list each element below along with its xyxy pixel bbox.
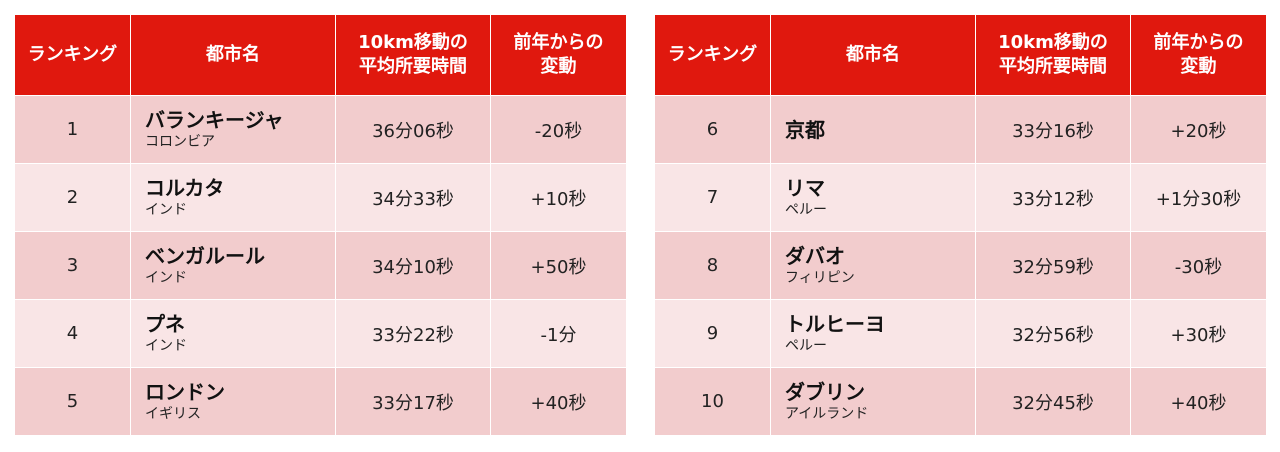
table-row: 10 ダブリン アイルランド 32分45秒 +40秒: [654, 367, 1267, 436]
time-cell: 32分45秒: [975, 367, 1131, 436]
time-cell: 33分17秒: [335, 367, 491, 436]
city-name: トルヒーヨ: [785, 311, 885, 336]
city-name: プネ: [145, 311, 185, 336]
change-cell: +40秒: [490, 367, 627, 436]
table-row: 4 プネ インド 33分22秒 -1分: [14, 299, 627, 368]
header-rank: ランキング: [654, 14, 771, 96]
city-country: コロンビア: [145, 133, 215, 150]
change-cell: -1分: [490, 299, 627, 368]
city-name: 京都: [785, 117, 825, 142]
header-row: ランキング 都市名 10km移動の 平均所要時間 前年からの 変動: [654, 14, 1267, 96]
change-cell: +10秒: [490, 163, 627, 232]
rank-cell: 6: [654, 95, 771, 164]
time-cell: 34分33秒: [335, 163, 491, 232]
time-cell: 33分22秒: [335, 299, 491, 368]
change-cell: +50秒: [490, 231, 627, 300]
city-cell: コルカタ インド: [130, 163, 336, 232]
city-cell: ロンドン イギリス: [130, 367, 336, 436]
city-country: イギリス: [145, 405, 201, 422]
city-cell: プネ インド: [130, 299, 336, 368]
city-country: ペルー: [785, 201, 827, 218]
rank-cell: 10: [654, 367, 771, 436]
city-country: インド: [145, 337, 187, 354]
table-row: 8 ダバオ フィリピン 32分59秒 -30秒: [654, 231, 1267, 300]
city-country: フィリピン: [785, 269, 855, 286]
city-cell: リマ ペルー: [770, 163, 976, 232]
city-name: ロンドン: [145, 379, 225, 404]
time-cell: 33分16秒: [975, 95, 1131, 164]
time-cell: 34分10秒: [335, 231, 491, 300]
header-rank: ランキング: [14, 14, 131, 96]
city-country: ペルー: [785, 337, 827, 354]
city-cell: ダバオ フィリピン: [770, 231, 976, 300]
change-cell: -30秒: [1130, 231, 1267, 300]
change-cell: +30秒: [1130, 299, 1267, 368]
rank-cell: 4: [14, 299, 131, 368]
rank-cell: 1: [14, 95, 131, 164]
city-name: コルカタ: [145, 175, 225, 200]
table-row: 2 コルカタ インド 34分33秒 +10秒: [14, 163, 627, 232]
city-name: バランキージャ: [145, 107, 284, 132]
rank-cell: 2: [14, 163, 131, 232]
city-name: ダバオ: [785, 243, 845, 268]
header-city: 都市名: [770, 14, 976, 96]
change-cell: +1分30秒: [1130, 163, 1267, 232]
header-row: ランキング 都市名 10km移動の 平均所要時間 前年からの 変動: [14, 14, 627, 96]
ranking-table-right: ランキング 都市名 10km移動の 平均所要時間 前年からの 変動 6 京都 33分…: [654, 14, 1267, 436]
rank-cell: 9: [654, 299, 771, 368]
table-row: 1 バランキージャ コロンビア 36分06秒 -20秒: [14, 95, 627, 164]
header-change: 前年からの 変動: [1130, 14, 1267, 96]
city-cell: ダブリン アイルランド: [770, 367, 976, 436]
city-cell: 京都: [770, 95, 976, 164]
change-cell: +20秒: [1130, 95, 1267, 164]
time-cell: 36分06秒: [335, 95, 491, 164]
change-cell: -20秒: [490, 95, 627, 164]
header-change: 前年からの 変動: [490, 14, 627, 96]
city-name: ダブリン: [785, 379, 865, 404]
rank-cell: 5: [14, 367, 131, 436]
time-cell: 32分56秒: [975, 299, 1131, 368]
city-name: ベンガルール: [145, 243, 265, 268]
rank-cell: 3: [14, 231, 131, 300]
city-name: リマ: [785, 175, 825, 200]
time-cell: 32分59秒: [975, 231, 1131, 300]
header-city: 都市名: [130, 14, 336, 96]
ranking-table: ランキング 都市名 10km移動の 平均所要時間 前年からの 変動 6 京都 33分…: [654, 14, 1267, 436]
table-row: 9 トルヒーヨ ペルー 32分56秒 +30秒: [654, 299, 1267, 368]
change-cell: +40秒: [1130, 367, 1267, 436]
table-row: 7 リマ ペルー 33分12秒 +1分30秒: [654, 163, 1267, 232]
city-cell: バランキージャ コロンビア: [130, 95, 336, 164]
table-row: 3 ベンガルール インド 34分10秒 +50秒: [14, 231, 627, 300]
city-cell: トルヒーヨ ペルー: [770, 299, 976, 368]
header-time: 10km移動の 平均所要時間: [335, 14, 491, 96]
city-country: インド: [145, 269, 187, 286]
ranking-table-left: ランキング 都市名 10km移動の 平均所要時間 前年からの 変動 1 バランキージ…: [14, 14, 627, 436]
table-row: 6 京都 33分16秒 +20秒: [654, 95, 1267, 164]
city-country: インド: [145, 201, 187, 218]
ranking-table: ランキング 都市名 10km移動の 平均所要時間 前年からの 変動 1 バランキージ…: [14, 14, 627, 436]
rank-cell: 7: [654, 163, 771, 232]
rank-cell: 8: [654, 231, 771, 300]
header-time: 10km移動の 平均所要時間: [975, 14, 1131, 96]
city-country: アイルランド: [785, 405, 869, 422]
table-row: 5 ロンドン イギリス 33分17秒 +40秒: [14, 367, 627, 436]
city-cell: ベンガルール インド: [130, 231, 336, 300]
time-cell: 33分12秒: [975, 163, 1131, 232]
